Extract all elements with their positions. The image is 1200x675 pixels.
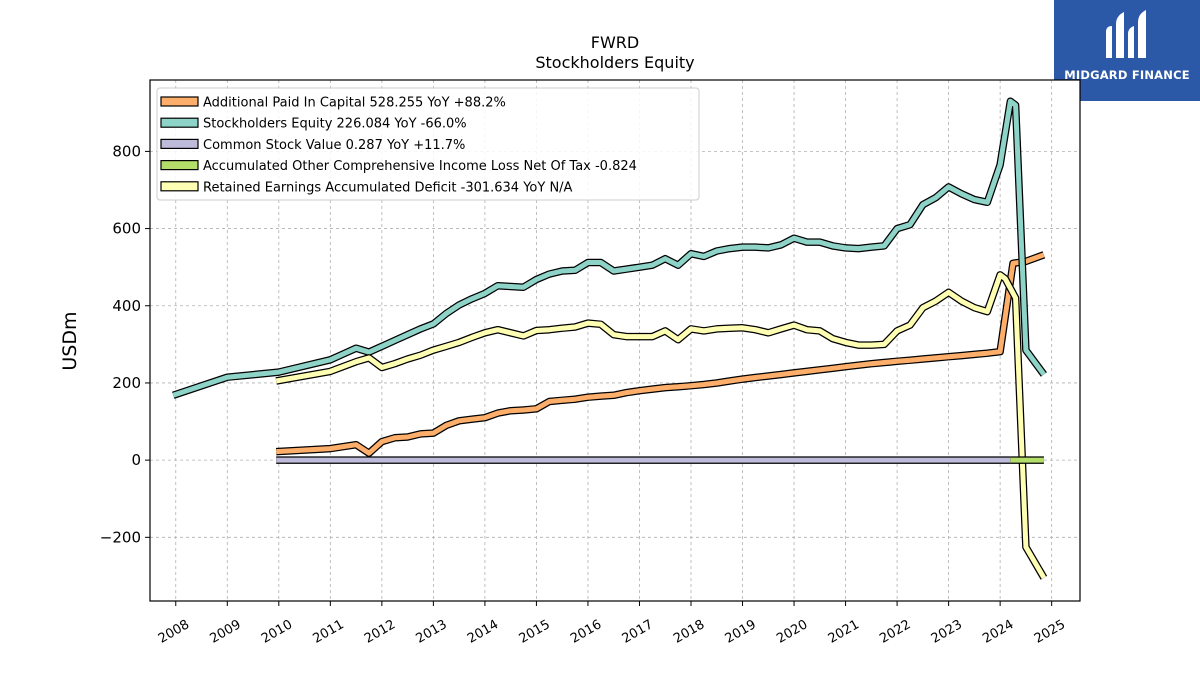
y-tick-label: 0 [131, 451, 141, 469]
x-tick-label: 2012 [362, 617, 398, 647]
x-axis: 2008 2009 2010 2011 2012 2013 2014 2015 2016 2017… [156, 601, 1068, 647]
x-tick-label: 2019 [723, 617, 759, 647]
y-tick-label: 600 [112, 220, 141, 238]
legend-swatch [160, 96, 199, 107]
x-tick-label: 2018 [671, 617, 707, 647]
y-tick-label: −200 [100, 528, 141, 546]
y-tick-label: 800 [112, 142, 141, 160]
x-tick-label: 2010 [259, 617, 295, 647]
x-tick-label: 2023 [929, 617, 965, 647]
x-tick-label: 2008 [156, 617, 192, 647]
series-line [172, 98, 1046, 398]
x-tick-label: 2015 [517, 617, 553, 647]
legend-label: Stockholders Equity 226.084 YoY -66.0% [203, 117, 467, 132]
y-tick-label: 200 [112, 374, 141, 392]
x-tick-label: 2017 [620, 617, 656, 647]
x-tick-label: 2013 [414, 617, 450, 647]
series-layer [172, 97, 1048, 580]
legend-label: Common Stock Value 0.287 YoY +11.7% [203, 138, 465, 153]
legend-label: Additional Paid In Capital 528.255 YoY +… [203, 96, 506, 111]
legend-box [156, 87, 700, 201]
plot-frame [149, 79, 1081, 602]
y-tick-label: 400 [112, 297, 141, 315]
legend-label: Accumulated Other Comprehensive Income L… [203, 159, 637, 174]
x-tick-label: 2016 [568, 617, 604, 647]
chart-title: FWRD [591, 33, 639, 52]
legend: Additional Paid In Capital 528.255 YoY +… [156, 87, 700, 201]
brand-name: MIDGARD FINANCE [1064, 68, 1190, 82]
x-tick-label: 2011 [311, 617, 347, 647]
x-tick-label: 2024 [980, 617, 1016, 647]
x-tick-label: 2025 [1032, 617, 1068, 647]
chart-subtitle: Stockholders Equity [535, 53, 694, 72]
legend-swatch [160, 117, 199, 128]
x-tick-label: 2009 [207, 617, 243, 647]
y-axis: −200 0 200 400 600 800 [100, 142, 150, 546]
series-line [275, 272, 1047, 580]
legend-swatch [160, 160, 199, 171]
legend-label: Retained Earnings Accumulated Deficit -3… [203, 180, 573, 195]
x-tick-label: 2022 [877, 617, 913, 647]
brand-mark-icon [1106, 10, 1146, 58]
x-tick-label: 2021 [826, 617, 862, 647]
y-axis-label: USDm [59, 311, 81, 370]
x-tick-label: 2020 [774, 617, 810, 647]
series-line [276, 252, 1045, 456]
legend-swatch [160, 181, 199, 192]
x-tick-label: 2014 [465, 617, 501, 647]
legend-swatch [160, 138, 199, 149]
